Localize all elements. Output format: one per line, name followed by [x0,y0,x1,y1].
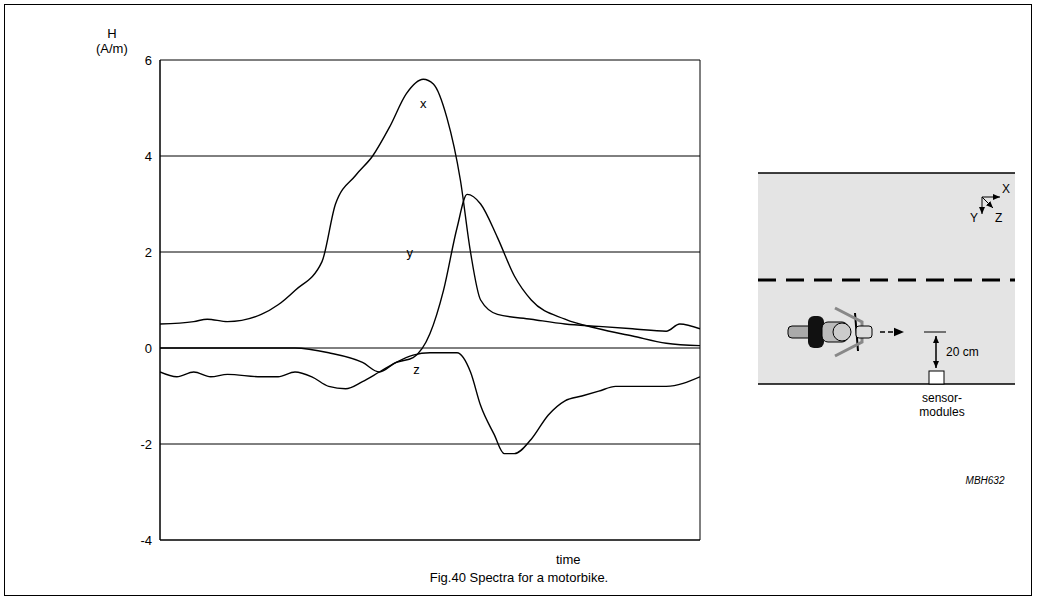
svg-text:y: y [407,245,414,260]
svg-text:-2: -2 [140,437,152,452]
svg-text:Z: Z [995,211,1002,225]
svg-text:z: z [413,362,420,377]
svg-text:-4: -4 [140,533,152,548]
html-text:(A/m): (A/m) [96,41,128,56]
html-text:H: H [107,26,117,41]
svg-text:6: 6 [145,53,152,68]
svg-text:4: 4 [145,149,152,164]
svg-text:MBH632: MBH632 [966,475,1005,486]
svg-text:Y: Y [970,211,978,225]
svg-text:sensor-: sensor- [922,391,962,405]
svg-text:20 cm: 20 cm [946,345,979,359]
svg-text:modules: modules [919,405,964,419]
svg-text:0: 0 [145,341,152,356]
svg-text:2: 2 [145,245,152,260]
html-text:Fig.40 Spectra for a motorbike: Fig.40 Spectra for a motorbike. [429,570,609,585]
html-text:time: time [556,552,581,567]
svg-text:x: x [420,96,427,111]
svg-text:X: X [1002,182,1010,196]
